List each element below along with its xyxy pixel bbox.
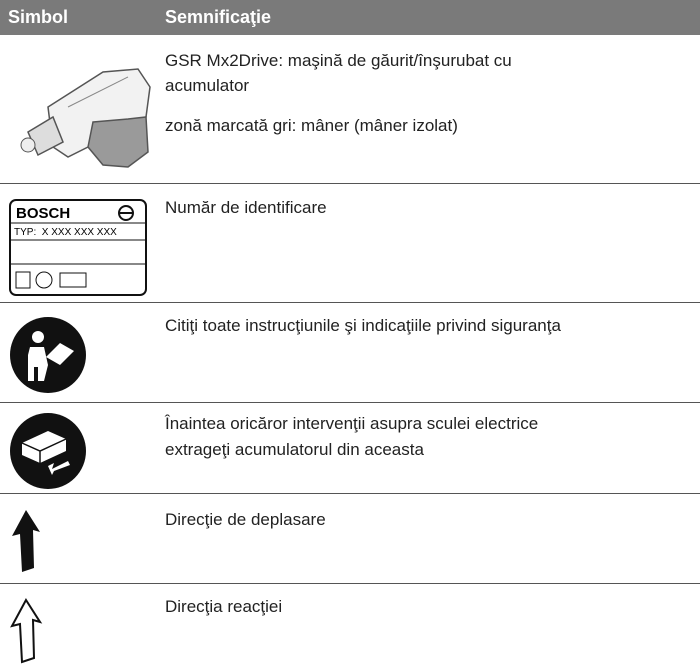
meaning-text: extrageţi acumulatorul din aceasta	[165, 440, 424, 459]
meaning-text: Înaintea oricăror intervenţii asupra scu…	[165, 414, 539, 433]
drill-icon	[20, 68, 151, 168]
meaning-text: Citiţi toate instrucţiunile şi indicaţii…	[165, 316, 561, 335]
table-row: Direcţie de deplasare	[0, 493, 700, 584]
label-icon: BOSCH TYP: X XXX XXX XXX	[9, 199, 147, 296]
header-meaning: Semnificaţie	[165, 7, 272, 27]
meaning-text: zonă marcată gri: mâner (mâner izolat)	[165, 116, 458, 135]
table-row: GSR Mx2Drive: maşină de găurit/înşurubat…	[0, 35, 700, 183]
table-row: Direcţia reacţiei	[0, 583, 700, 664]
table-row: Citiţi toate instrucţiunile şi indicaţii…	[0, 302, 700, 403]
table-row: BOSCH TYP: X XXX XXX XXX Număr de identi…	[0, 183, 700, 303]
label-brand: BOSCH	[16, 205, 70, 222]
direction-arrow-filled	[12, 510, 40, 572]
read-manual-icon	[10, 317, 86, 393]
reaction-arrow-outline	[10, 598, 43, 664]
label-type: TYP: X XXX XXX XXX	[14, 227, 117, 238]
table-row: Înaintea oricăror intervenţii asupra scu…	[0, 402, 700, 494]
table-header: Simbol Semnificaţie	[0, 0, 700, 35]
meaning-text: Număr de identificare	[165, 198, 327, 217]
remove-battery-icon	[10, 413, 86, 489]
meaning-text: Direcţia reacţiei	[165, 597, 283, 616]
meaning-text: Direcţie de deplasare	[165, 510, 326, 529]
header-symbol: Simbol	[8, 7, 69, 27]
meaning-text: acumulator	[165, 76, 250, 95]
meaning-text: GSR Mx2Drive: maşină de găurit/înşurubat…	[165, 51, 512, 70]
